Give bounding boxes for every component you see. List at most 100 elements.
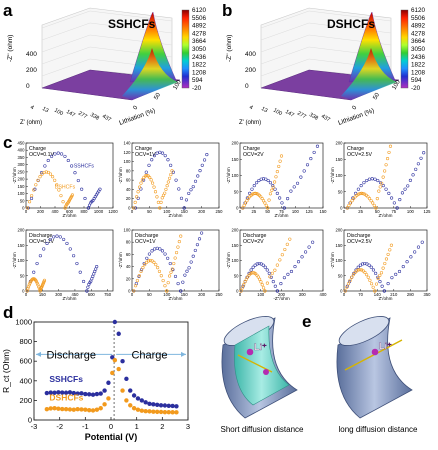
y-tick-label: 50 [338, 189, 343, 194]
series-DSHCFs [25, 277, 47, 293]
data-point [279, 154, 284, 158]
data-point [52, 406, 57, 411]
data-point [381, 175, 385, 179]
data-point [395, 206, 399, 210]
y-tick-label: 100 [124, 228, 132, 233]
x-tick-label: 300 [55, 292, 63, 297]
x-tick-label: 0 [343, 292, 346, 297]
colorbar-tick-label: -20 [192, 85, 202, 92]
data-point [183, 273, 187, 277]
data-point [352, 197, 356, 201]
colorbar-tick-label: 4278 [411, 30, 426, 37]
data-point [135, 195, 139, 199]
data-point [174, 250, 179, 255]
legend-dshcfs: DSHCFs [49, 392, 83, 402]
data-point [56, 406, 61, 411]
x-tick-label: 0 [239, 292, 242, 297]
data-point [124, 398, 129, 403]
data-point [371, 201, 375, 205]
y-tick-label: 150 [336, 157, 344, 162]
data-point [42, 278, 47, 282]
data-point [133, 206, 138, 210]
data-point [160, 196, 164, 200]
data-point [166, 409, 171, 415]
data-point [419, 156, 423, 160]
data-point [172, 261, 176, 266]
data-point [267, 198, 271, 202]
data-point [151, 181, 155, 185]
data-point [136, 190, 140, 194]
y-tick-label: 200 [336, 141, 344, 146]
y-tick-label: 0 [22, 206, 25, 211]
data-point [195, 243, 199, 247]
y-tick-label: 350 [18, 155, 26, 160]
series-DSHCFs [241, 154, 284, 210]
x-tick-label: 280 [407, 292, 415, 297]
data-point [289, 189, 293, 193]
data-point [60, 390, 65, 395]
data-point [34, 280, 39, 284]
y-tick-label: 50 [20, 198, 25, 203]
data-point [403, 187, 407, 191]
y-tick-label: 150 [336, 243, 344, 248]
data-point [168, 261, 172, 266]
data-point [63, 206, 67, 210]
y-tick-label: 0 [28, 416, 32, 425]
data-point [380, 181, 384, 185]
data-point [143, 400, 148, 405]
y-tick-label: 60 [126, 252, 131, 257]
data-point [95, 265, 99, 269]
x-tick-label: 250 [216, 209, 224, 214]
tube-inner [234, 325, 290, 406]
chart-subtitle: OCV=0.1V [29, 239, 54, 245]
data-point [346, 282, 351, 286]
data-point [182, 206, 186, 210]
data-point [241, 284, 245, 288]
y-tick-label: 100 [53, 108, 64, 118]
y-tick-label: 140 [124, 141, 132, 146]
data-point [380, 284, 384, 288]
data-point [386, 252, 390, 256]
data-point [359, 184, 363, 188]
data-point [184, 198, 189, 202]
y-tick-label: 600 [19, 357, 32, 366]
y-axis-label: Z' (ohm) [20, 120, 42, 126]
data-point [150, 158, 154, 162]
data-point [244, 277, 248, 281]
data-point [386, 282, 390, 286]
data-point [137, 274, 141, 278]
x-axis-label: Z'/ohm [379, 296, 393, 301]
data-point [257, 261, 261, 266]
data-point [350, 199, 354, 203]
data-point [30, 194, 34, 198]
data-point [75, 261, 79, 266]
data-point [356, 192, 360, 196]
data-point [62, 237, 66, 241]
rct-plot: -3 -2 -1 0 1 2 3 0 200 400 600 800 1000 Potential (V)… [1, 318, 190, 443]
y-axis-label: -Z''/ohm [330, 252, 335, 268]
data-point [72, 254, 76, 258]
colorbar-tick-label: 3664 [192, 38, 207, 45]
y-tick-label: 277 [77, 111, 88, 121]
data-point [356, 187, 360, 191]
data-point [128, 388, 133, 393]
x-tick-label: 600 [66, 209, 74, 214]
x-tick-label: 750 [104, 292, 112, 297]
data-point [414, 167, 418, 171]
x-tick-label: 50 [147, 209, 152, 214]
data-point [132, 206, 136, 210]
data-point [43, 164, 47, 168]
data-point [67, 407, 73, 412]
diffusion-schematic: Li⁺ Short diffusion distance Li⁺ long diffu… [220, 316, 418, 434]
y-tick-label: 100 [18, 258, 26, 263]
data-point [275, 289, 279, 293]
data-point [286, 272, 290, 276]
data-point [358, 192, 362, 196]
y-tick-label: 20 [126, 196, 131, 201]
data-point [351, 196, 355, 200]
data-point [189, 188, 193, 192]
chart-title: Discharge [243, 233, 266, 239]
data-point [348, 201, 353, 205]
caption-long: long diffusion distance [338, 425, 418, 434]
data-point [148, 175, 152, 180]
